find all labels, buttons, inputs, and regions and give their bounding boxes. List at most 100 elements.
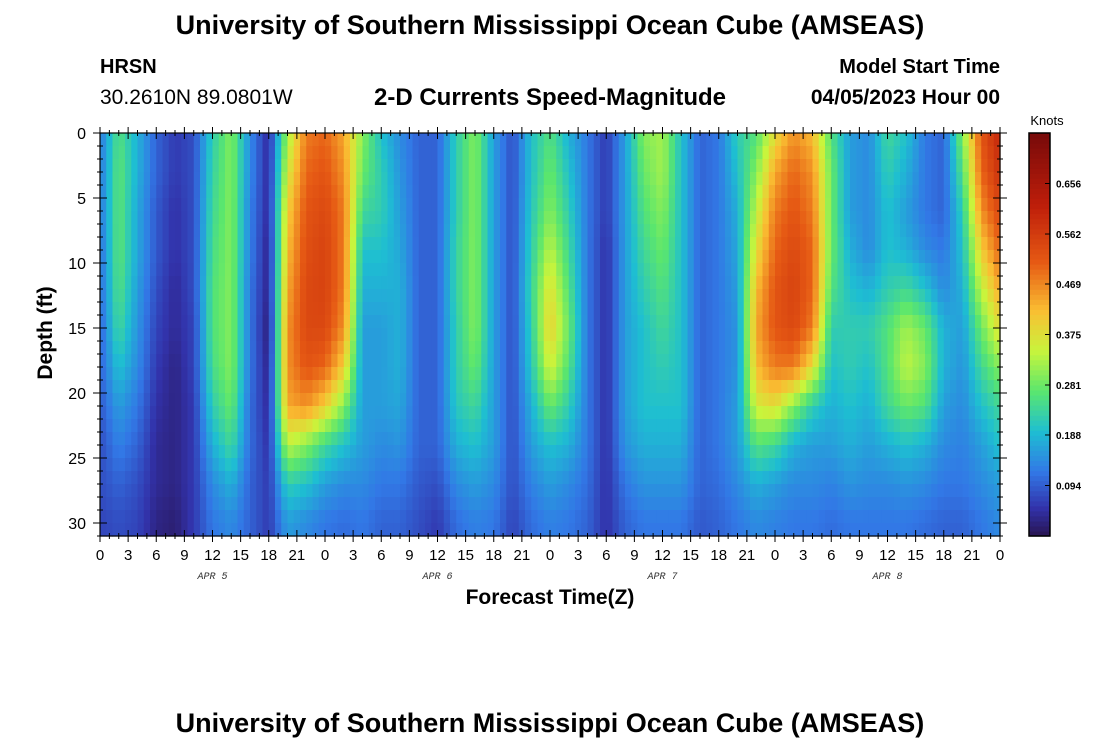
heatmap-cell (431, 354, 439, 368)
heatmap-cell (156, 523, 164, 537)
heatmap-cell (962, 276, 970, 290)
heatmap-cell (456, 471, 464, 485)
heatmap-cell (993, 198, 1001, 212)
heatmap-cell (350, 198, 357, 212)
heatmap-cell (775, 484, 782, 498)
heatmap-cell (687, 367, 695, 381)
heatmap-cell (418, 211, 426, 225)
heatmap-cell (887, 367, 895, 381)
heatmap-cell (493, 484, 501, 498)
heatmap-cell (481, 419, 489, 433)
heatmap-cell (606, 159, 614, 173)
heatmap-cell (400, 302, 407, 316)
heatmap-cell (831, 172, 839, 186)
heatmap-cell (937, 211, 945, 225)
heatmap-cell (875, 419, 882, 433)
heatmap-cell (225, 133, 232, 147)
heatmap-cell (350, 146, 357, 160)
heatmap-cell (825, 354, 832, 368)
heatmap-cell (125, 172, 132, 186)
heatmap-cell (787, 432, 795, 446)
heatmap-cell (812, 146, 820, 160)
heatmap-cell (806, 185, 814, 199)
heatmap-cell (762, 458, 770, 472)
heatmap-cell (537, 445, 545, 459)
heatmap-cell (287, 523, 295, 537)
heatmap-cell (506, 523, 514, 537)
heatmap-cell (712, 250, 720, 264)
heatmap-cell (918, 198, 926, 212)
heatmap-cell (893, 237, 901, 251)
heatmap-cell (693, 393, 701, 407)
heatmap-cell (537, 510, 545, 524)
heatmap-cell (743, 263, 751, 277)
heatmap-cell (506, 354, 514, 368)
heatmap-cell (300, 523, 307, 537)
heatmap-cell (606, 224, 614, 238)
heatmap-cell (625, 354, 632, 368)
heatmap-cell (243, 237, 251, 251)
heatmap-cell (850, 523, 857, 537)
heatmap-cell (318, 185, 326, 199)
heatmap-cell (175, 354, 182, 368)
heatmap-cell (456, 224, 464, 238)
heatmap-cell (262, 510, 270, 524)
heatmap-cell (106, 289, 114, 303)
heatmap-cell (981, 471, 989, 485)
heatmap-cell (637, 432, 645, 446)
heatmap-cell (568, 315, 576, 329)
heatmap-cell (793, 510, 801, 524)
heatmap-cell (550, 497, 557, 511)
heatmap-cell (587, 211, 595, 225)
heatmap-cell (743, 341, 751, 355)
heatmap-cell (662, 367, 670, 381)
heatmap-cell (631, 263, 639, 277)
heatmap-cell (375, 380, 382, 394)
heatmap-cell (356, 445, 364, 459)
heatmap-cell (581, 289, 589, 303)
heatmap-cell (637, 198, 645, 212)
heatmap-cell (500, 237, 507, 251)
heatmap-cell (243, 185, 251, 199)
heatmap-cell (125, 445, 132, 459)
heatmap-cell (931, 510, 939, 524)
heatmap-cell (475, 380, 482, 394)
heatmap-cell (581, 367, 589, 381)
heatmap-cell (925, 302, 932, 316)
heatmap-cell (425, 185, 432, 199)
heatmap-cell (881, 445, 889, 459)
heatmap-cell (956, 302, 964, 316)
heatmap-cell (656, 146, 664, 160)
heatmap-cell (637, 172, 645, 186)
heatmap-cell (837, 484, 845, 498)
heatmap-cell (843, 237, 851, 251)
heatmap-cell (931, 406, 939, 420)
heatmap-cell (812, 341, 820, 355)
heatmap-cell (131, 159, 139, 173)
heatmap-cell (468, 432, 476, 446)
heatmap-cell (506, 367, 514, 381)
heatmap-cell (718, 458, 726, 472)
heatmap-cell (943, 146, 951, 160)
heatmap-cell (462, 484, 470, 498)
heatmap-cell (731, 445, 739, 459)
heatmap-cell (393, 458, 401, 472)
heatmap-cell (968, 458, 976, 472)
heatmap-cell (493, 432, 501, 446)
heatmap-cell (581, 471, 589, 485)
heatmap-cell (887, 497, 895, 511)
heatmap-cell (287, 133, 295, 147)
heatmap-cell (900, 289, 907, 303)
heatmap-cell (887, 224, 895, 238)
heatmap-cell (493, 328, 501, 342)
heatmap-cell (718, 302, 726, 316)
heatmap-cell (387, 172, 395, 186)
heatmap-cell (675, 302, 682, 316)
heatmap-cell (387, 263, 395, 277)
heatmap-cell (837, 302, 845, 316)
heatmap-cell (318, 458, 326, 472)
heatmap-cell (293, 133, 301, 147)
heatmap-cell (481, 211, 489, 225)
heatmap-cell (750, 497, 757, 511)
heatmap-cell (312, 510, 320, 524)
